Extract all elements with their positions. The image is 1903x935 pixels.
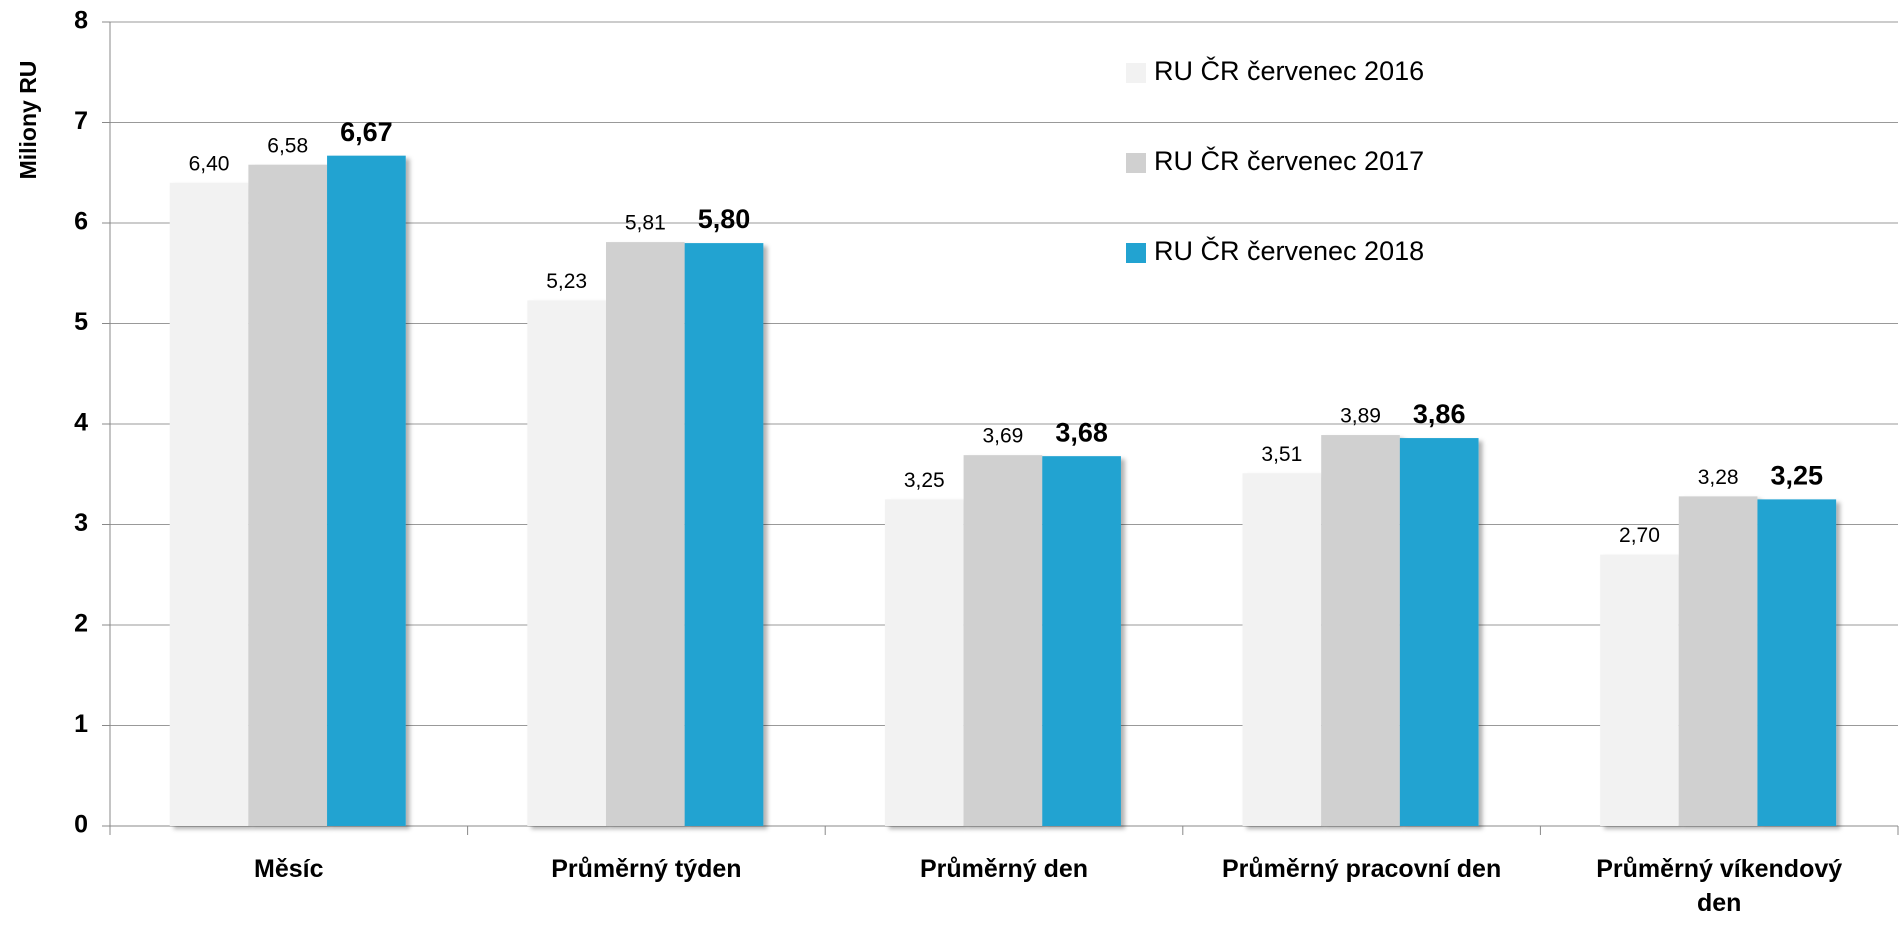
- bar: [327, 155, 406, 827]
- data-label: 3,25: [904, 469, 945, 492]
- data-label: 6,40: [189, 152, 230, 175]
- y-tick-label: 2: [74, 610, 88, 638]
- legend-swatch: [1126, 153, 1146, 173]
- bar: [884, 499, 964, 826]
- y-tick-label: 5: [74, 308, 88, 336]
- y-tick-label: 1: [74, 710, 88, 738]
- bar: [605, 242, 685, 827]
- bar: [1600, 554, 1679, 826]
- data-label: 5,23: [546, 270, 587, 293]
- bar: [1399, 438, 1479, 826]
- bar: [1678, 496, 1758, 826]
- x-tick-label: Měsíc: [254, 855, 324, 883]
- bar: [248, 164, 328, 826]
- y-tick-label: 6: [74, 208, 88, 236]
- y-tick-label: 0: [74, 811, 88, 839]
- data-label: 5,81: [625, 212, 666, 235]
- y-axis-label: Miliony RU: [15, 61, 41, 180]
- data-label: 5,80: [698, 204, 751, 234]
- bar: [1042, 456, 1121, 826]
- data-label: 3,69: [982, 425, 1023, 448]
- data-label: 3,89: [1340, 405, 1381, 428]
- y-tick-label: 8: [74, 7, 88, 35]
- x-tick-label: Průměrný víkendový den: [1596, 855, 1843, 917]
- x-tick-label: Průměrný týden: [551, 855, 742, 883]
- bar: [527, 300, 606, 826]
- data-label: 3,25: [1771, 461, 1824, 491]
- bar: [169, 182, 249, 827]
- data-label: 3,28: [1698, 466, 1739, 489]
- data-label: 3,86: [1413, 399, 1466, 429]
- bar: [684, 243, 764, 827]
- data-label: 3,68: [1055, 417, 1108, 447]
- y-tick-label: 4: [74, 409, 88, 437]
- bar: [1242, 473, 1322, 826]
- bar: [963, 455, 1043, 826]
- legend-label: RU ČR červenec 2018: [1154, 235, 1424, 266]
- data-label: 6,67: [340, 117, 393, 147]
- data-label: 3,51: [1261, 443, 1302, 466]
- legend-swatch: [1126, 63, 1146, 83]
- y-tick-label: 7: [74, 107, 88, 135]
- bar: [1321, 435, 1400, 826]
- data-label: 2,70: [1619, 524, 1660, 547]
- legend-label: RU ČR červenec 2016: [1154, 55, 1424, 86]
- y-tick-label: 3: [74, 509, 88, 537]
- bar: [1757, 499, 1837, 826]
- x-tick-label: Průměrný den: [919, 855, 1089, 883]
- x-tick-label: Průměrný pracovní den: [1221, 855, 1502, 883]
- data-label: 6,58: [267, 134, 308, 157]
- legend-label: RU ČR červenec 2017: [1154, 145, 1424, 176]
- legend-swatch: [1126, 243, 1146, 263]
